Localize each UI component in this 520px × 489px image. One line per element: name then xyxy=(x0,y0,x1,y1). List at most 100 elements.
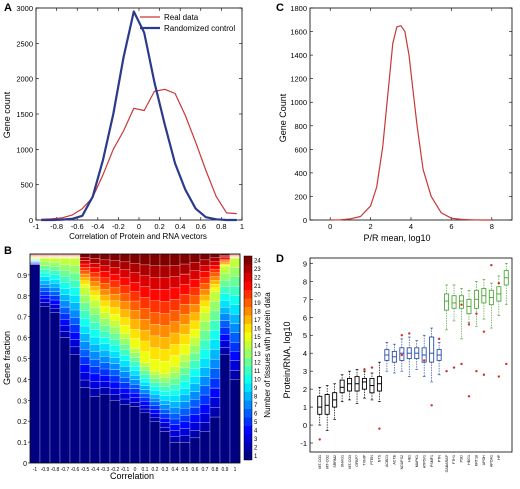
y-tick-label: 3 xyxy=(303,367,307,376)
stack-segment xyxy=(80,261,90,264)
x-tick-label: 0.2 xyxy=(154,222,164,231)
stack-segment xyxy=(70,332,80,339)
stack-segment xyxy=(220,273,230,280)
stack-segment xyxy=(110,364,120,370)
stack-segment xyxy=(180,435,190,442)
colorbar-swatch xyxy=(244,307,252,316)
outlier-point xyxy=(408,332,410,334)
stack-segment xyxy=(80,267,90,270)
stack-segment xyxy=(150,379,160,383)
stack-segment xyxy=(200,432,210,463)
stack-segment xyxy=(80,311,90,319)
stack-segment xyxy=(80,264,90,267)
x-tick-label: GABARAP xyxy=(445,454,449,472)
x-tick-label: 8 xyxy=(490,222,494,231)
stack-segment xyxy=(40,280,50,284)
y-tick-label: 1 xyxy=(303,403,307,412)
stack-segment xyxy=(210,311,220,321)
stack-segment xyxy=(150,394,160,398)
x-tick-label: -0.3 xyxy=(101,467,110,473)
x-tick-label: FTH1 xyxy=(452,455,456,464)
stack-segment xyxy=(120,254,130,262)
stack-segment xyxy=(180,284,190,294)
stack-segment xyxy=(180,422,190,429)
colorbar-tick-label: 19 xyxy=(254,301,261,307)
stack-segment xyxy=(210,280,220,284)
x-tick-label: NTS xyxy=(378,454,382,462)
y-tick-label: 5 xyxy=(303,331,307,340)
colorbar-swatch xyxy=(244,282,252,291)
colorbar-swatch xyxy=(244,401,252,410)
legend-label-randomized: Randomized control xyxy=(164,24,235,33)
stack-segment xyxy=(120,361,130,367)
stack-segment xyxy=(220,280,230,287)
stack-segment xyxy=(180,254,190,264)
stack-segment xyxy=(220,341,230,348)
stack-segment xyxy=(90,337,100,344)
x-tick-label: 0.4 xyxy=(172,467,179,473)
stack-segment xyxy=(170,344,180,355)
stack-segment xyxy=(180,324,190,334)
stack-segment xyxy=(190,271,200,279)
panel-letter-b: B xyxy=(4,245,12,257)
stack-segment xyxy=(140,374,150,378)
stack-segment xyxy=(50,287,60,291)
stack-segment xyxy=(200,404,210,413)
stack-segment xyxy=(210,273,220,277)
stack-segment xyxy=(210,284,220,288)
stack-segment xyxy=(150,313,160,325)
colorbar-swatch xyxy=(244,375,252,384)
stack-segment xyxy=(50,304,60,308)
stack-segment xyxy=(200,295,210,301)
outlier-point xyxy=(498,282,500,284)
stack-segment xyxy=(110,370,120,376)
stack-segment xyxy=(140,341,150,352)
stack-segment xyxy=(80,281,90,284)
stack-segment xyxy=(70,266,80,273)
y-tick-label: 2500 xyxy=(16,39,33,48)
stack-segment xyxy=(190,279,200,287)
stack-segment xyxy=(120,405,130,464)
stack-segment xyxy=(180,304,190,314)
stack-segment xyxy=(100,313,110,319)
stack-segment xyxy=(50,308,60,312)
y-tick-label: 2000 xyxy=(16,75,33,84)
y-tick-label: 7 xyxy=(303,295,307,304)
stack-segment xyxy=(220,258,230,259)
stack-segment xyxy=(210,340,220,350)
stack-segment xyxy=(150,421,160,463)
stack-segment xyxy=(100,356,110,362)
stack-segment xyxy=(130,301,140,310)
stack-segment xyxy=(160,278,170,290)
y-tick-label: 0.9 xyxy=(17,273,27,280)
stack-segment xyxy=(230,361,240,370)
colorbar-swatch xyxy=(244,290,252,299)
stack-segment xyxy=(160,302,170,314)
stack-segment xyxy=(170,378,180,384)
stack-segment xyxy=(90,359,100,366)
x-tick-label: 1 xyxy=(240,222,244,231)
stack-segment xyxy=(120,326,130,334)
stack-segment xyxy=(70,303,80,310)
stack-segment xyxy=(100,301,110,307)
stack-segment xyxy=(140,386,150,390)
stack-segment xyxy=(60,313,70,319)
x-tick-label: MT-CO1 xyxy=(318,455,322,469)
x-tick-label: -0.7 xyxy=(61,467,70,473)
stack-segment xyxy=(170,407,180,413)
stack-segment xyxy=(60,301,70,307)
stack-segment xyxy=(130,371,140,376)
stack-segment xyxy=(110,308,120,315)
colorbar-swatch xyxy=(244,435,252,444)
stack-segment xyxy=(130,353,140,358)
stack-segment xyxy=(170,310,180,321)
stack-segment xyxy=(150,406,160,410)
y-tick-label: 1200 xyxy=(290,75,307,84)
stack-segment xyxy=(150,301,160,313)
stack-segment xyxy=(230,314,240,323)
stack-segment xyxy=(160,400,170,405)
x-tick-label: 4 xyxy=(409,222,413,231)
stack-segment xyxy=(70,273,80,280)
